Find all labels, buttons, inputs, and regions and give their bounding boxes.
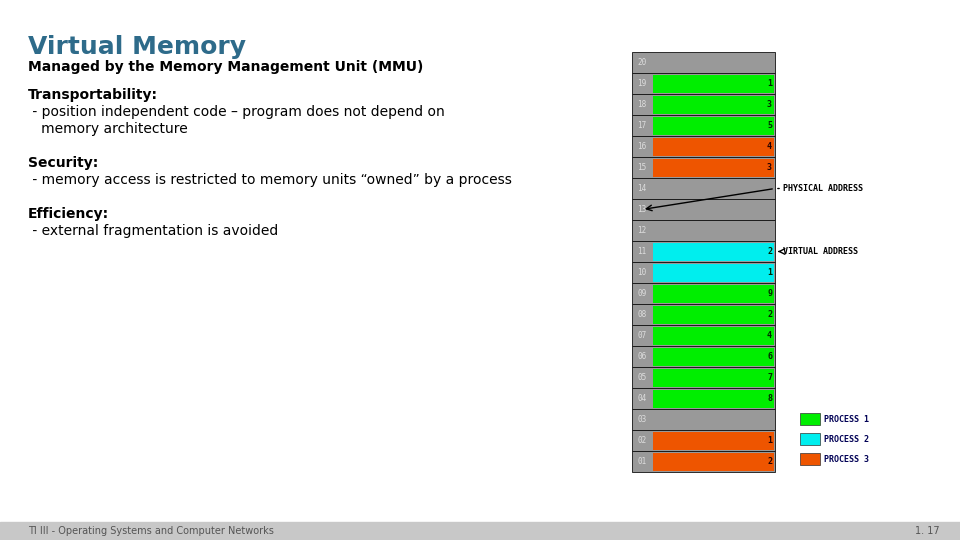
Text: memory architecture: memory architecture xyxy=(28,122,188,136)
Bar xyxy=(653,327,774,345)
Text: - position independent code – program does not depend on: - position independent code – program do… xyxy=(28,105,444,119)
Text: 1: 1 xyxy=(767,268,772,277)
Text: PHYSICAL ADDRESS: PHYSICAL ADDRESS xyxy=(783,184,863,193)
Text: 11: 11 xyxy=(637,247,647,256)
Text: 3: 3 xyxy=(767,100,772,109)
Text: Virtual Memory: Virtual Memory xyxy=(28,35,246,59)
Text: 17: 17 xyxy=(637,121,647,130)
Bar xyxy=(653,431,774,449)
Bar xyxy=(653,75,774,92)
Text: 2: 2 xyxy=(767,310,772,319)
Bar xyxy=(632,430,775,451)
Bar xyxy=(0,522,960,540)
Bar xyxy=(632,283,775,304)
Text: 1: 1 xyxy=(767,79,772,88)
Text: 3: 3 xyxy=(767,163,772,172)
Bar xyxy=(653,453,774,470)
Text: PROCESS 3: PROCESS 3 xyxy=(824,455,869,463)
Text: 07: 07 xyxy=(637,331,647,340)
Bar xyxy=(632,115,775,136)
Bar xyxy=(653,138,774,156)
Text: 8: 8 xyxy=(767,394,772,403)
Text: 5: 5 xyxy=(767,121,772,130)
Text: 18: 18 xyxy=(637,100,647,109)
Text: 15: 15 xyxy=(637,163,647,172)
Bar xyxy=(653,348,774,366)
Bar xyxy=(653,368,774,387)
Bar xyxy=(632,451,775,472)
Text: VIRTUAL ADDRESS: VIRTUAL ADDRESS xyxy=(783,247,858,256)
Bar xyxy=(800,433,820,445)
Text: 19: 19 xyxy=(637,79,647,88)
Bar xyxy=(632,262,775,283)
Text: 2: 2 xyxy=(767,247,772,256)
Text: Efficiency:: Efficiency: xyxy=(28,207,109,221)
Bar xyxy=(653,389,774,408)
Bar xyxy=(632,178,775,199)
Bar xyxy=(632,367,775,388)
Text: 06: 06 xyxy=(637,352,647,361)
Text: 1. 17: 1. 17 xyxy=(916,526,940,536)
Text: 20: 20 xyxy=(637,58,647,67)
Text: 12: 12 xyxy=(637,226,647,235)
Text: 01: 01 xyxy=(637,457,647,466)
Bar xyxy=(632,220,775,241)
Bar xyxy=(653,306,774,323)
Text: 09: 09 xyxy=(637,289,647,298)
Text: 16: 16 xyxy=(637,142,647,151)
Text: 13: 13 xyxy=(637,205,647,214)
Text: Transportability:: Transportability: xyxy=(28,88,158,102)
Text: Managed by the Memory Management Unit (MMU): Managed by the Memory Management Unit (M… xyxy=(28,60,423,74)
Bar xyxy=(632,346,775,367)
Bar xyxy=(653,159,774,177)
Bar xyxy=(632,388,775,409)
Bar xyxy=(632,136,775,157)
Bar xyxy=(800,453,820,465)
Bar xyxy=(653,117,774,134)
Text: 04: 04 xyxy=(637,394,647,403)
Bar xyxy=(653,264,774,281)
Text: - external fragmentation is avoided: - external fragmentation is avoided xyxy=(28,224,278,238)
Text: TI III - Operating Systems and Computer Networks: TI III - Operating Systems and Computer … xyxy=(28,526,274,536)
Text: 6: 6 xyxy=(767,352,772,361)
Text: 9: 9 xyxy=(767,289,772,298)
Bar xyxy=(632,52,775,73)
Bar xyxy=(632,241,775,262)
Text: PROCESS 2: PROCESS 2 xyxy=(824,435,869,443)
Bar xyxy=(653,285,774,302)
Text: Security:: Security: xyxy=(28,156,98,170)
Bar xyxy=(653,96,774,113)
Text: PROCESS 1: PROCESS 1 xyxy=(824,415,869,423)
Bar xyxy=(632,325,775,346)
Text: 10: 10 xyxy=(637,268,647,277)
Text: 7: 7 xyxy=(767,373,772,382)
Bar xyxy=(632,157,775,178)
Bar xyxy=(632,94,775,115)
Text: 03: 03 xyxy=(637,415,647,424)
Text: 14: 14 xyxy=(637,184,647,193)
Text: 08: 08 xyxy=(637,310,647,319)
Text: 4: 4 xyxy=(767,331,772,340)
Text: - memory access is restricted to memory units “owned” by a process: - memory access is restricted to memory … xyxy=(28,173,512,187)
Bar xyxy=(632,73,775,94)
Bar xyxy=(632,409,775,430)
Bar xyxy=(653,242,774,260)
Bar xyxy=(632,304,775,325)
Text: 1: 1 xyxy=(767,436,772,445)
Text: 05: 05 xyxy=(637,373,647,382)
Text: 2: 2 xyxy=(767,457,772,466)
Text: 4: 4 xyxy=(767,142,772,151)
Bar xyxy=(800,413,820,425)
Bar xyxy=(632,199,775,220)
Text: 02: 02 xyxy=(637,436,647,445)
